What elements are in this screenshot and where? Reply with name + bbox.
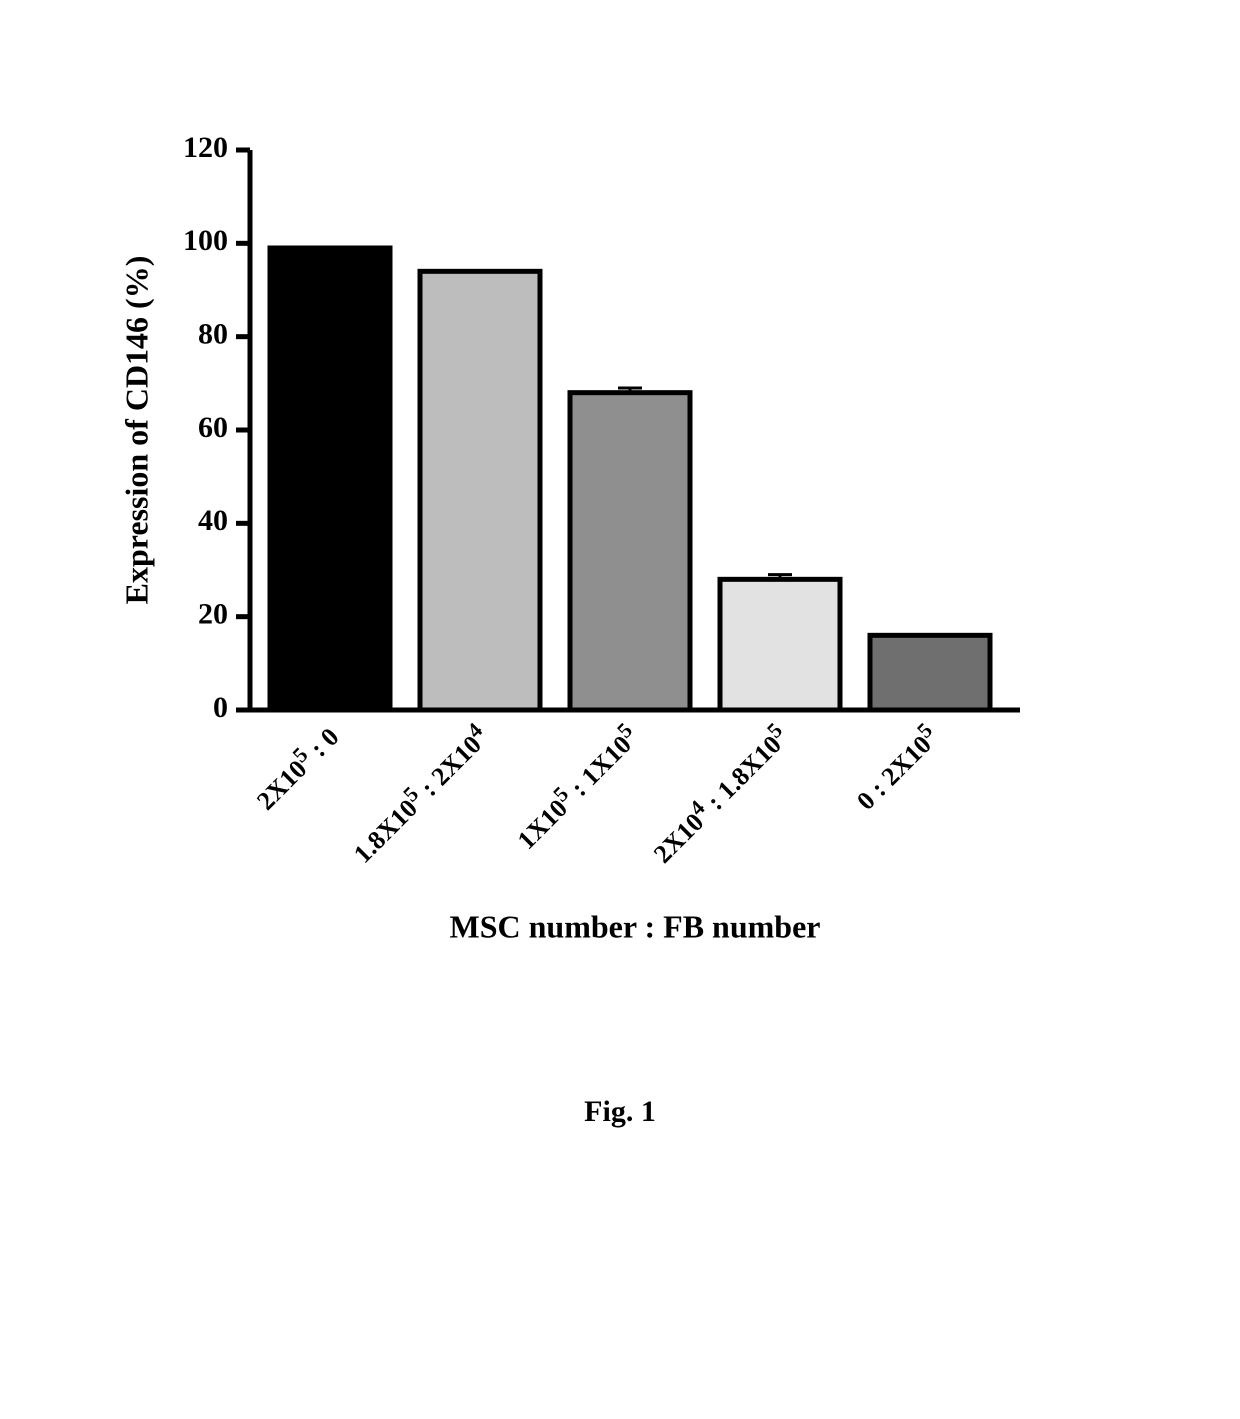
y-tick-label: 80 (198, 318, 228, 351)
bar (570, 393, 690, 710)
y-tick-label: 60 (198, 411, 228, 444)
figure-caption: Fig. 1 (0, 1095, 1240, 1129)
bars-group (270, 248, 990, 710)
bar (420, 271, 540, 710)
y-tick-label: 120 (183, 131, 228, 164)
page: { "chart": { "type": "bar", "y_label": "… (0, 0, 1240, 1419)
bar-chart: 020406080100120Expression of CD146 (%)2X… (90, 70, 1070, 970)
x-axis-title: MSC number : FB number (450, 908, 821, 944)
y-tick-label: 100 (183, 224, 228, 257)
bar (270, 248, 390, 710)
y-tick-label: 40 (198, 504, 228, 537)
bar (870, 635, 990, 710)
y-tick-label: 20 (198, 598, 228, 631)
bar (720, 579, 840, 710)
y-axis-title: Expression of CD146 (%) (118, 256, 154, 605)
y-tick-label: 0 (213, 691, 228, 724)
